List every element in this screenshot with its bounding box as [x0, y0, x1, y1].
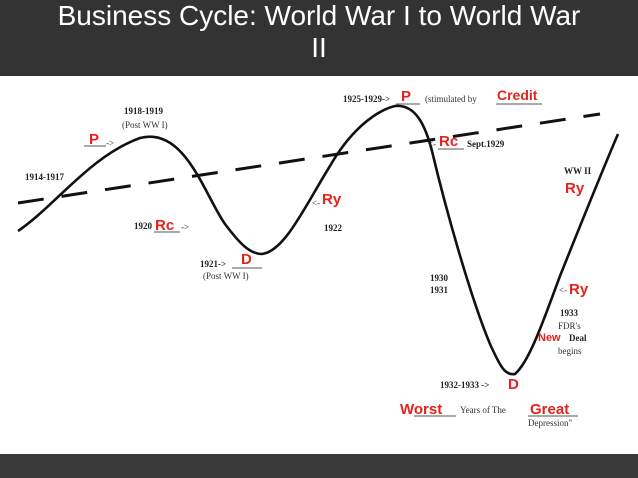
arrow-p-left: -> [106, 138, 114, 148]
red-label-rc-left: Rc [155, 217, 174, 234]
slide-title-line-1: Business Cycle: World War I to World War [57, 0, 581, 31]
arrow-ry-left: <- [312, 198, 320, 208]
red-label-d-left: D [241, 251, 252, 268]
label-1921: 1921-> [200, 259, 226, 269]
red-label-p-top: P [401, 88, 411, 105]
trend-line [17, 112, 601, 205]
slide-title: Business Cycle: World War I to World War… [0, 0, 638, 76]
red-label-great: Great [530, 401, 569, 418]
business-cycle-diagram: 1914-1917 1918-1919 (Post WW I) 1920 192… [17, 87, 620, 428]
red-label-rc-right: Rc [439, 133, 458, 150]
slide-title-line-2: II [311, 32, 327, 63]
label-1920: 1920 [134, 221, 153, 231]
label-1925-1929: 1925-1929-> [343, 94, 390, 104]
red-label-credit: Credit [497, 87, 538, 103]
label-depression: Depression" [528, 418, 572, 428]
arrow-rc-left: -> [181, 222, 189, 232]
label-deal: Deal [569, 333, 587, 343]
label-1918-1919: 1918-1919 [124, 106, 163, 116]
label-1914-1917: 1914-1917 [25, 172, 64, 182]
label-1930: 1930 [430, 273, 449, 283]
arrow-rc-right: <- [428, 139, 436, 149]
red-label-ry-ww2: Ry [565, 180, 585, 197]
red-label-d-bottom: D [508, 376, 519, 393]
diagram-panel: 1914-1917 1918-1919 (Post WW I) 1920 192… [0, 76, 638, 454]
label-1932-1933: 1932-1933 -> [440, 380, 489, 390]
label-years-of-the: Years of The [460, 405, 506, 415]
red-label-p-left: P [89, 131, 99, 148]
red-label-worst: Worst [400, 401, 442, 418]
label-fdrs: FDR's [558, 321, 581, 331]
red-label-ry-left: Ry [322, 191, 342, 208]
label-begins: begins [558, 346, 582, 356]
label-1922: 1922 [324, 223, 343, 233]
label-1931: 1931 [430, 285, 449, 295]
arrow-ry-right: <- [559, 285, 567, 295]
label-post-ww1-bottom: (Post WW I) [203, 271, 249, 281]
label-sept-1929: Sept.1929 [467, 139, 505, 149]
red-label-ry-right: Ry [569, 281, 589, 298]
label-ww2: WW II [564, 166, 592, 176]
label-stimulated-by: (stimulated by [425, 94, 477, 104]
label-post-ww1-top: (Post WW I) [122, 120, 168, 130]
bottom-bar [0, 454, 638, 478]
red-label-new: New [538, 332, 561, 344]
business-cycle-curve [17, 104, 620, 376]
label-1933: 1933 [560, 308, 579, 318]
